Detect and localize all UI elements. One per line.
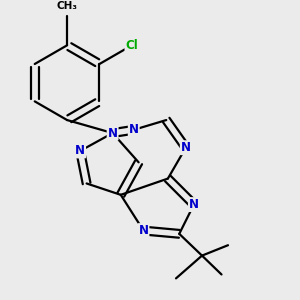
Text: CH₃: CH₃ [57, 1, 78, 11]
Text: N: N [181, 141, 191, 154]
Text: N: N [129, 123, 139, 136]
Text: N: N [139, 224, 148, 237]
Text: N: N [189, 198, 199, 211]
Text: N: N [108, 127, 118, 140]
Text: N: N [75, 144, 85, 158]
Text: Cl: Cl [125, 39, 138, 52]
